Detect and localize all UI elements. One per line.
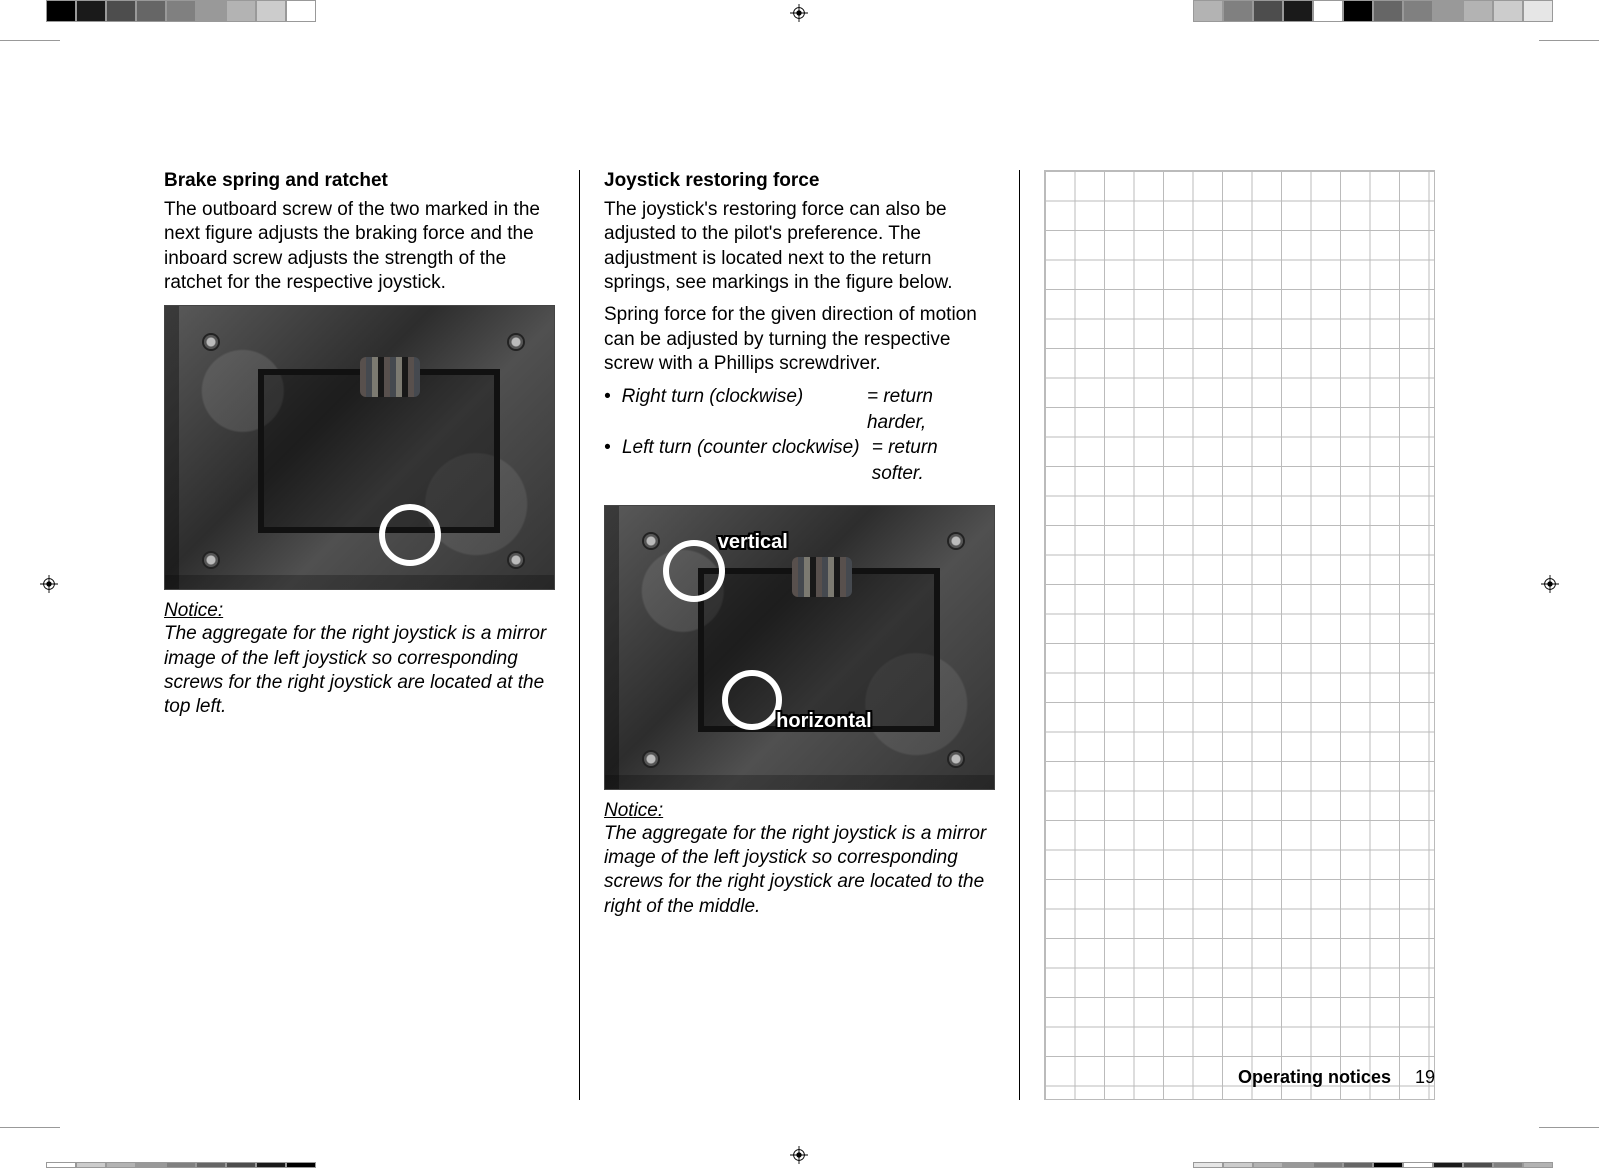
section-title: Joystick restoring force (604, 170, 995, 192)
callout-circle-vertical (663, 540, 725, 602)
calibration-swatch (1523, 0, 1553, 22)
calibration-swatch (1433, 0, 1463, 22)
body-text: The outboard screw of the two marked in … (164, 198, 555, 295)
page-content: Brake spring and ratchet The outboard sc… (140, 170, 1459, 1048)
calibration-swatch (136, 0, 166, 22)
calibration-swatch (1403, 1162, 1433, 1168)
calibration-swatch (1253, 1162, 1283, 1168)
calibration-swatch (76, 1162, 106, 1168)
body-text: Spring force for the given direction of … (604, 303, 995, 376)
bullet-dot: • (604, 384, 622, 435)
calibration-swatch (1343, 0, 1373, 22)
notice-label: Notice: (164, 600, 555, 622)
bullet-item: • Right turn (clockwise) = return harder… (604, 384, 995, 435)
column-1: Brake spring and ratchet The outboard sc… (140, 170, 579, 1100)
annotation-horizontal: horizontal (776, 710, 872, 733)
bullet-value: = return harder, (867, 384, 995, 435)
body-text: The joystick's restoring force can also … (604, 198, 995, 295)
annotation-vertical: vertical (718, 531, 788, 554)
photo-screw (949, 534, 963, 548)
registration-mark-icon (1541, 575, 1559, 593)
calibration-swatch (1403, 0, 1433, 22)
figure-brake-spring (164, 305, 555, 590)
photo-screw (509, 335, 523, 349)
notice-body: The aggregate for the right joystick is … (604, 822, 995, 919)
calibration-swatch (166, 0, 196, 22)
bullet-value: = return softer. (872, 435, 995, 486)
calibration-swatch (196, 1162, 226, 1168)
notice-label: Notice: (604, 800, 995, 822)
calibration-strip-bottom-right (1193, 1162, 1553, 1168)
figure-restoring-force: vertical horizontal (604, 505, 995, 790)
photo-wires (792, 557, 852, 597)
footer-section-label: Operating notices (1238, 1067, 1391, 1088)
calibration-swatch (1493, 1162, 1523, 1168)
calibration-swatch (1463, 0, 1493, 22)
calibration-swatch (1223, 1162, 1253, 1168)
calibration-swatch (46, 0, 76, 22)
calibration-swatch (1343, 1162, 1373, 1168)
calibration-swatch (196, 0, 226, 22)
calibration-strip-bottom-left (46, 1162, 316, 1168)
calibration-swatch (1373, 1162, 1403, 1168)
photo-screw (949, 752, 963, 766)
registration-mark-icon (790, 1146, 808, 1164)
calibration-swatch (76, 0, 106, 22)
calibration-swatch (1283, 0, 1313, 22)
callout-circle (379, 504, 441, 566)
calibration-swatch (286, 0, 316, 22)
calibration-swatch (256, 1162, 286, 1168)
notes-grid (1044, 170, 1435, 1100)
calibration-swatch (1223, 0, 1253, 22)
calibration-strip-top-right (1193, 0, 1553, 22)
notice-body: The aggregate for the right joystick is … (164, 622, 555, 719)
calibration-swatch (226, 0, 256, 22)
photo-screw (204, 553, 218, 567)
calibration-swatch (46, 1162, 76, 1168)
bullet-label: Right turn (clockwise) (622, 384, 867, 435)
footer-page-number: 19 (1415, 1067, 1435, 1088)
crop-guide (1539, 1127, 1599, 1128)
calibration-swatch (286, 1162, 316, 1168)
photo-screw (204, 335, 218, 349)
callout-circle-horizontal (722, 670, 782, 730)
registration-mark-icon (40, 575, 58, 593)
photo-screw (644, 752, 658, 766)
crop-guide (1539, 40, 1599, 41)
calibration-swatch (136, 1162, 166, 1168)
bullet-dot: • (604, 435, 622, 486)
crop-guide (0, 1127, 60, 1128)
calibration-swatch (166, 1162, 196, 1168)
calibration-swatch (1373, 0, 1403, 22)
section-title: Brake spring and ratchet (164, 170, 555, 192)
bullet-label: Left turn (counter clockwise) (622, 435, 872, 486)
photo-wires (360, 357, 420, 397)
calibration-swatch (1313, 1162, 1343, 1168)
calibration-swatch (1253, 0, 1283, 22)
calibration-swatch (256, 0, 286, 22)
photo-screw (509, 553, 523, 567)
calibration-swatch (226, 1162, 256, 1168)
column-2: Joystick restoring force The joystick's … (580, 170, 1019, 1100)
registration-mark-icon (790, 4, 808, 22)
calibration-swatch (1313, 0, 1343, 22)
calibration-swatch (106, 0, 136, 22)
calibration-swatch (1493, 0, 1523, 22)
calibration-swatch (1283, 1162, 1313, 1168)
calibration-swatch (1193, 1162, 1223, 1168)
calibration-swatch (1193, 0, 1223, 22)
crop-guide (0, 40, 60, 41)
page-footer: Operating notices 19 (1238, 1067, 1435, 1088)
calibration-swatch (106, 1162, 136, 1168)
calibration-swatch (1463, 1162, 1493, 1168)
photo-screw (644, 534, 658, 548)
bullet-item: • Left turn (counter clockwise) = return… (604, 435, 995, 486)
calibration-strip-top-left (46, 0, 316, 22)
calibration-swatch (1523, 1162, 1553, 1168)
column-3 (1020, 170, 1459, 1100)
calibration-swatch (1433, 1162, 1463, 1168)
